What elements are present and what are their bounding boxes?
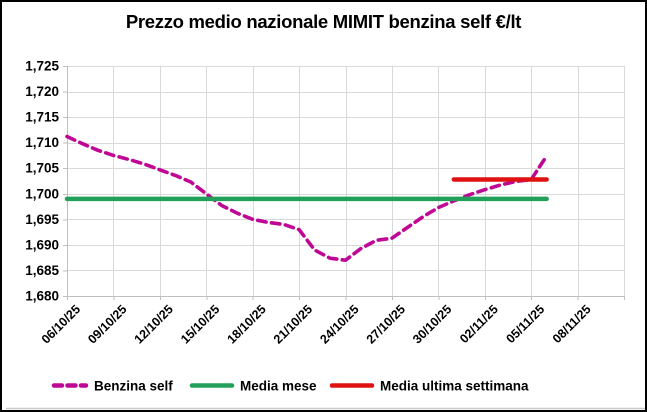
y-axis-tick-label: 1,720 [25,84,59,99]
x-axis-tick-label: 12/10/25 [132,302,176,346]
x-axis-tick-label: 05/11/25 [503,302,547,346]
legend-label-benzina: Benzina self [94,378,173,393]
x-axis-tick-label: 18/10/25 [224,302,268,346]
x-axis-tick-label: 06/10/25 [39,302,83,346]
x-axis-tick-label: 09/10/25 [85,302,129,346]
y-axis-tick-label: 1,725 [25,59,59,74]
x-axis-tick-label: 02/11/25 [457,302,501,346]
y-axis-tick-label: 1,685 [25,263,59,278]
y-axis-tick-label: 1,705 [25,161,59,176]
x-axis-tick-label: 24/10/25 [317,302,361,346]
y-axis-tick-label: 1,700 [25,186,59,201]
y-axis-tick-label: 1,695 [25,212,59,227]
x-axis-tick-label: 08/11/25 [550,302,594,346]
benzina-self-line [65,134,549,262]
x-axis-tick-label: 27/10/25 [364,302,408,346]
legend-label-media-settimana: Media ultima settimana [380,378,529,393]
chart-title: Prezzo medio nazionale MIMIT benzina sel… [125,11,522,32]
y-axis-tick-label: 1,715 [25,110,59,125]
x-axis-tick-label: 30/10/25 [410,302,454,346]
y-axis-tick-label: 1,710 [25,135,59,150]
y-axis-tick-label: 1,690 [25,237,59,252]
x-axis-tick-label: 21/10/25 [271,302,315,346]
legend-label-media-mese: Media mese [240,378,317,393]
x-axis-tick-label: 15/10/25 [178,302,222,346]
y-axis-tick-label: 1,680 [25,289,59,304]
